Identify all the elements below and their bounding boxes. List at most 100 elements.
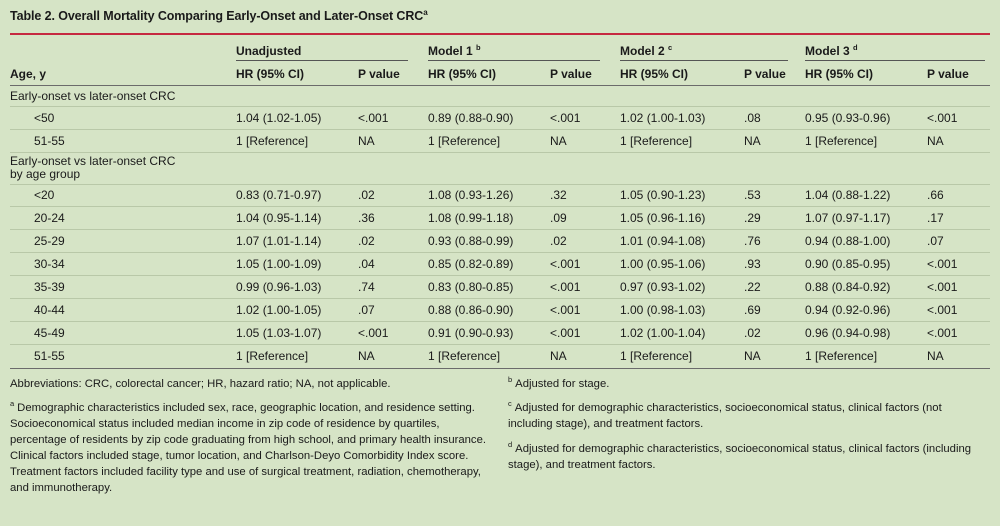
cell-hr: 0.90 (0.85-0.95) — [805, 257, 891, 271]
cell-hr: 1.05 (0.96-1.16) — [620, 211, 706, 225]
cell-age: 25-29 — [34, 234, 65, 248]
cell-hr: 0.94 (0.88-1.00) — [805, 234, 891, 248]
group-rule-model-2 — [620, 60, 788, 61]
cell-p: .32 — [550, 188, 567, 202]
cell-p: <.001 — [927, 280, 958, 294]
col-header-p: P value — [358, 67, 400, 81]
col-header-hr: HR (95% CI) — [236, 67, 305, 81]
cell-hr: 0.88 (0.84-0.92) — [805, 280, 891, 294]
group-header-model-3: Model 3 d — [805, 43, 858, 58]
header-rule — [10, 85, 990, 86]
cell-hr: 1.07 (1.01-1.14) — [236, 234, 322, 248]
cell-p: .76 — [744, 234, 761, 248]
cell-p: .66 — [927, 188, 944, 202]
cell-p: <.001 — [927, 303, 958, 317]
cell-age: 45-49 — [34, 326, 65, 340]
cell-hr: 0.96 (0.94-0.98) — [805, 326, 891, 340]
row-divider — [10, 106, 990, 107]
row-divider — [10, 252, 990, 253]
section-label: Early-onset vs later-onset CRC by age gr… — [10, 154, 176, 181]
cell-hr: 1.05 (1.00-1.09) — [236, 257, 322, 271]
cell-hr: 1 [Reference] — [236, 349, 309, 363]
cell-p: NA — [744, 349, 761, 363]
cell-age: 51-55 — [34, 349, 65, 363]
group-rule-model-1 — [428, 60, 600, 61]
table-title-text: Table 2. Overall Mortality Comparing Ear… — [10, 9, 424, 23]
cell-hr: 1.04 (0.95-1.14) — [236, 211, 322, 225]
cell-p: <.001 — [550, 257, 581, 271]
cell-p: NA — [927, 134, 944, 148]
footnote-d-mark: d — [508, 440, 513, 450]
cell-age: 40-44 — [34, 303, 65, 317]
cell-p: .69 — [744, 303, 761, 317]
cell-age: 30-34 — [34, 257, 65, 271]
cell-p: .09 — [550, 211, 567, 225]
cell-hr: 0.99 (0.96-1.03) — [236, 280, 322, 294]
footnote-b: b Adjusted for stage. — [508, 376, 978, 392]
cell-age: 20-24 — [34, 211, 65, 225]
cell-hr: 0.93 (0.88-0.99) — [428, 234, 514, 248]
row-divider — [10, 275, 990, 276]
cell-hr: 1.02 (1.00-1.05) — [236, 303, 322, 317]
cell-p: .02 — [358, 188, 375, 202]
group-header-unadjusted: Unadjusted — [236, 44, 302, 58]
footnote-a: a Demographic characteristics included se… — [10, 400, 488, 496]
cell-p: NA — [358, 349, 375, 363]
cell-hr: 1 [Reference] — [428, 134, 501, 148]
footnote-d-text: Adjusted for demographic characteristics… — [508, 443, 972, 471]
cell-p: .02 — [358, 234, 375, 248]
cell-p: .22 — [744, 280, 761, 294]
cell-hr: 1 [Reference] — [805, 349, 878, 363]
cell-p: <.001 — [550, 111, 581, 125]
col-header-hr: HR (95% CI) — [620, 67, 689, 81]
table-bottom-rule — [10, 368, 990, 369]
cell-p: .53 — [744, 188, 761, 202]
cell-p: <.001 — [927, 326, 958, 340]
cell-hr: 1 [Reference] — [805, 134, 878, 148]
section-label: Early-onset vs later-onset CRC — [10, 89, 176, 103]
col-header-p: P value — [550, 67, 592, 81]
footnote-c: c Adjusted for demographic characteristic… — [508, 400, 978, 432]
cell-p: NA — [358, 134, 375, 148]
col-header-p: P value — [927, 67, 969, 81]
cell-p: <.001 — [550, 303, 581, 317]
cell-p: <.001 — [550, 326, 581, 340]
cell-hr: 1 [Reference] — [620, 134, 693, 148]
row-divider — [10, 344, 990, 345]
cell-hr: 1.02 (1.00-1.03) — [620, 111, 706, 125]
title-rule — [10, 33, 990, 35]
footnote-b-text: Adjusted for stage. — [515, 378, 610, 390]
row-divider — [10, 206, 990, 207]
cell-age: 35-39 — [34, 280, 65, 294]
col-header-hr: HR (95% CI) — [428, 67, 497, 81]
cell-p: .04 — [358, 257, 375, 271]
cell-hr: 1.01 (0.94-1.08) — [620, 234, 706, 248]
cell-hr: 1 [Reference] — [428, 349, 501, 363]
cell-hr: 1.05 (0.90-1.23) — [620, 188, 706, 202]
cell-hr: 1.08 (0.93-1.26) — [428, 188, 514, 202]
cell-p: NA — [550, 349, 567, 363]
cell-hr: 1.02 (1.00-1.04) — [620, 326, 706, 340]
cell-hr: 1.08 (0.99-1.18) — [428, 211, 514, 225]
group-rule-unadjusted — [236, 60, 408, 61]
cell-p: .17 — [927, 211, 944, 225]
row-divider — [10, 298, 990, 299]
cell-hr: 0.95 (0.93-0.96) — [805, 111, 891, 125]
cell-p: .02 — [744, 326, 761, 340]
cell-p: .29 — [744, 211, 761, 225]
cell-hr: 1 [Reference] — [236, 134, 309, 148]
group-header-model-1: Model 1 b — [428, 43, 481, 58]
cell-p: NA — [927, 349, 944, 363]
footnote-c-text: Adjusted for demographic characteristics… — [508, 402, 942, 430]
footnote-a-text: Demographic characteristics included sex… — [10, 402, 487, 494]
cell-hr: 1.04 (1.02-1.05) — [236, 111, 322, 125]
cell-p: .93 — [744, 257, 761, 271]
footnote-b-mark: b — [508, 375, 513, 385]
row-divider — [10, 129, 990, 130]
cell-p: <.001 — [927, 111, 958, 125]
cell-p: .07 — [358, 303, 375, 317]
row-divider — [10, 229, 990, 230]
cell-p: <.001 — [358, 111, 389, 125]
table-title: Table 2. Overall Mortality Comparing Ear… — [10, 8, 428, 23]
